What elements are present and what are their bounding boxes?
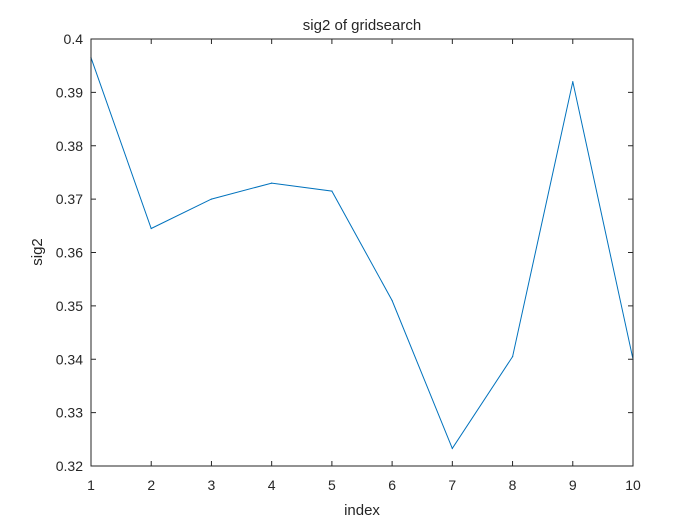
x-tick-label: 5	[328, 477, 336, 493]
y-tick-label: 0.37	[56, 191, 83, 207]
x-tick-label: 10	[625, 477, 641, 493]
plot-area	[91, 39, 633, 466]
data-point	[451, 447, 453, 449]
chart-title: sig2 of gridsearch	[303, 17, 421, 34]
x-tick-label: 3	[208, 477, 216, 493]
data-point	[572, 81, 574, 83]
y-axis-label: sig2	[29, 238, 46, 266]
data-point	[391, 299, 393, 302]
x-tick-label: 6	[388, 477, 396, 493]
data-point	[331, 190, 333, 192]
x-tick-label: 9	[569, 477, 577, 493]
data-point	[271, 182, 273, 184]
data-point	[150, 227, 152, 230]
y-tick-label: 0.33	[56, 405, 83, 421]
x-axis-label: index	[344, 502, 380, 519]
y-tick-label: 0.35	[56, 298, 83, 314]
y-tick-label: 0.36	[56, 245, 83, 261]
tick-labels: 1 2 3 4 5 6 7 8 9 10 0.32 0.33 0.34 0.35 0.36 0.37 0.38 0…	[56, 31, 641, 493]
y-tick-label: 0.32	[56, 458, 83, 474]
y-tick-label: 0.4	[64, 31, 84, 47]
y-tick-label: 0.38	[56, 138, 83, 154]
x-tick-label: 4	[268, 477, 276, 493]
series-group	[90, 57, 634, 450]
x-tick-label: 7	[448, 477, 456, 493]
x-tick-label: 2	[147, 477, 155, 493]
x-tick-label: 8	[509, 477, 517, 493]
y-tick-label: 0.39	[56, 84, 83, 100]
data-point	[511, 355, 514, 358]
y-tick-label: 0.34	[56, 351, 83, 367]
x-tick-label: 1	[87, 477, 95, 493]
series-line	[90, 57, 634, 450]
data-point	[210, 198, 213, 200]
axes-box	[90, 38, 634, 467]
